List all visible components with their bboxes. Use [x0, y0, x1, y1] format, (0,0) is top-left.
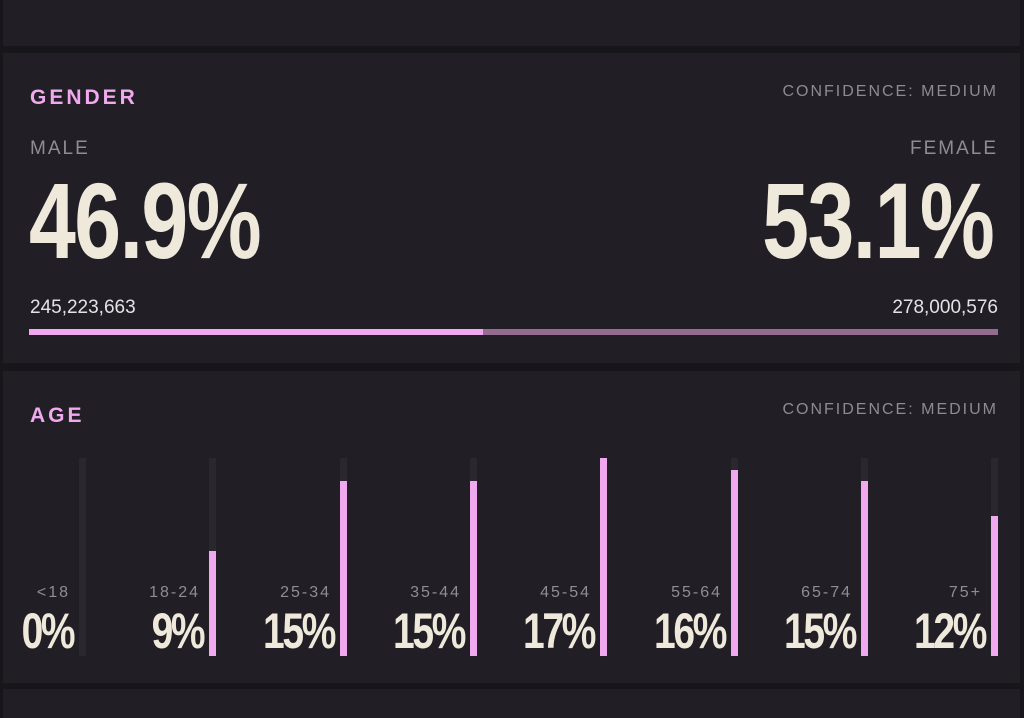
age-bucket-percent: 0%	[21, 603, 75, 659]
age-bucket: <18 0%	[0, 458, 86, 656]
age-bar-fill	[600, 458, 607, 656]
age-bucket-percent: 15%	[392, 603, 466, 659]
age-bucket: 65-74 15%	[738, 458, 868, 656]
age-bucket-percent: 15%	[262, 603, 336, 659]
gender-panel: GENDER CONFIDENCE: MEDIUM MALE FEMALE 46…	[3, 53, 1020, 363]
male-share-fill	[29, 329, 484, 335]
age-panel: AGE CONFIDENCE: MEDIUM <18 0% 18-24 9% 25-34…	[3, 371, 1020, 683]
age-bar-track	[209, 458, 216, 656]
age-bar-track	[340, 458, 347, 656]
age-bucket-percent: 16%	[653, 603, 727, 659]
gender-split-bar	[29, 329, 998, 335]
male-label: MALE	[30, 138, 90, 159]
age-bucket-label: <18	[36, 584, 70, 601]
age-bucket-label: 18-24	[149, 584, 200, 601]
age-confidence: CONFIDENCE: MEDIUM	[782, 401, 998, 418]
age-bucket: 35-44 15%	[347, 458, 477, 656]
age-bar-track	[470, 458, 477, 656]
age-bucket-percent: 15%	[783, 603, 857, 659]
gender-confidence: CONFIDENCE: MEDIUM	[782, 83, 998, 100]
age-bar-fill	[861, 481, 868, 656]
age-bucket: 18-24 9%	[86, 458, 216, 656]
age-bar-track	[600, 458, 607, 656]
age-bar-fill	[731, 469, 738, 656]
female-count: 278,000,576	[892, 297, 998, 318]
age-bar-fill	[340, 481, 347, 656]
age-bucket-label: 25-34	[280, 584, 331, 601]
age-bucket: 25-34 15%	[217, 458, 347, 656]
age-bucket-percent: 17%	[522, 603, 596, 659]
age-bar-fill	[470, 481, 477, 656]
top-panel	[3, 0, 1020, 46]
age-bar-track	[861, 458, 868, 656]
age-bar-fill	[209, 551, 216, 656]
age-bucket: 55-64 16%	[608, 458, 738, 656]
age-bar-track	[79, 458, 86, 656]
age-bucket-percent: 9%	[151, 603, 205, 659]
age-bucket: 75+ 12%	[868, 458, 998, 656]
age-bar-track	[731, 458, 738, 656]
bottom-panel	[3, 689, 1020, 718]
age-bucket: 45-54 17%	[477, 458, 607, 656]
female-label: FEMALE	[909, 138, 998, 159]
age-bar-fill	[991, 516, 998, 656]
gender-title: GENDER	[30, 86, 138, 109]
age-bucket-label: 35-44	[410, 584, 461, 601]
age-bucket-label: 65-74	[801, 584, 852, 601]
age-bucket-label: 45-54	[540, 584, 591, 601]
female-percent: 53.1%	[761, 160, 995, 281]
age-bucket-label: 55-64	[671, 584, 722, 601]
male-count: 245,223,663	[30, 297, 136, 318]
age-bucket-label: 75+	[948, 584, 982, 601]
age-bucket-percent: 12%	[913, 603, 987, 659]
age-title: AGE	[30, 404, 85, 427]
male-percent: 46.9%	[29, 160, 262, 281]
age-bar-track	[991, 458, 998, 656]
